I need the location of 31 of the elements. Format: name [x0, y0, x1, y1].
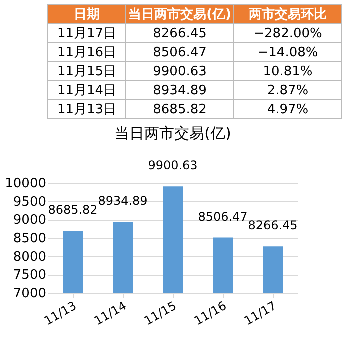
text: 8506.47 [153, 46, 207, 60]
text: −282.00% [254, 26, 322, 42]
y-tick-label: 9500 [13, 194, 46, 210]
category-label: 11月13日 [57, 102, 117, 118]
category-label: 11月15日 [57, 64, 117, 80]
data-label: 8685.82 [48, 203, 98, 218]
chart-title: 当日两市交易(亿) [114, 124, 232, 143]
y-tick-label: 8500 [13, 232, 46, 246]
y-tick-label: 7500 [13, 268, 46, 284]
text: 8266.45 [153, 26, 207, 42]
category-label: 当日两市交易(亿) [128, 6, 232, 22]
text: 8934.89 [153, 84, 207, 98]
category-label: 日期 [74, 8, 100, 22]
text: 10.81% [263, 64, 313, 80]
data-label: 8266.45 [248, 218, 298, 233]
category-label: 11月14日 [57, 84, 117, 98]
y-tick-label: 7000 [13, 286, 46, 302]
category-label: 两市交易环比 [248, 6, 327, 22]
data-label: 8934.89 [98, 194, 148, 208]
y-tick-label: 9000 [13, 213, 46, 228]
data-label: 9900.63 [148, 158, 198, 173]
category-label: 11月16日 [57, 46, 117, 60]
text: 9900.63 [153, 64, 207, 80]
category-label: 11月17日 [57, 26, 117, 42]
y-tick-label: 8000 [13, 250, 46, 265]
text: 8685.82 [153, 102, 207, 118]
text: 2.87% [267, 84, 309, 98]
text: 4.97% [267, 102, 309, 118]
data-label: 8506.47 [198, 210, 248, 224]
text: −14.08% [258, 46, 318, 60]
y-tick-label: 10000 [5, 176, 46, 192]
